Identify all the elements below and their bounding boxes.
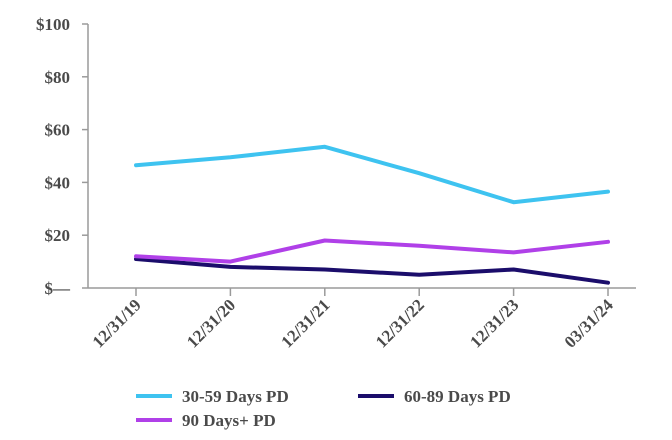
y-tick-label: $60 — [45, 121, 71, 140]
x-tick-label: 12/31/22 — [372, 295, 428, 351]
series-lines — [134, 144, 610, 285]
legend-label-1: 30-59 Days PD — [182, 387, 289, 406]
legend-label-3: 90 Days+ PD — [182, 411, 276, 430]
x-tick-label: 03/31/24 — [561, 295, 618, 352]
legend: 30-59 Days PD 60-89 Days PD 90 Days+ PD — [136, 387, 511, 430]
x-tick-label: 12/31/19 — [89, 295, 145, 351]
legend-label-2: 60-89 Days PD — [404, 387, 511, 406]
x-tick-label: 12/31/20 — [183, 295, 239, 351]
y-tick-label: $100 — [36, 15, 70, 34]
y-tick-label: $20 — [45, 226, 71, 245]
x-tick-label: 12/31/21 — [277, 295, 333, 351]
series-line-2 — [134, 257, 610, 285]
y-tick-label: $— — [45, 279, 72, 298]
x-axis-ticks: 12/31/19 12/31/20 12/31/21 12/31/22 12/31/23… — [89, 288, 618, 352]
y-axis-ticks: $— $20 $40 $60 $80 $100 — [36, 15, 88, 298]
x-tick-label: 12/31/23 — [466, 295, 522, 351]
y-tick-label: $80 — [45, 68, 71, 87]
y-tick-label: $40 — [45, 173, 71, 192]
chart-axes — [87, 24, 636, 289]
series-line-1 — [134, 144, 610, 205]
series-line-3 — [134, 238, 610, 264]
